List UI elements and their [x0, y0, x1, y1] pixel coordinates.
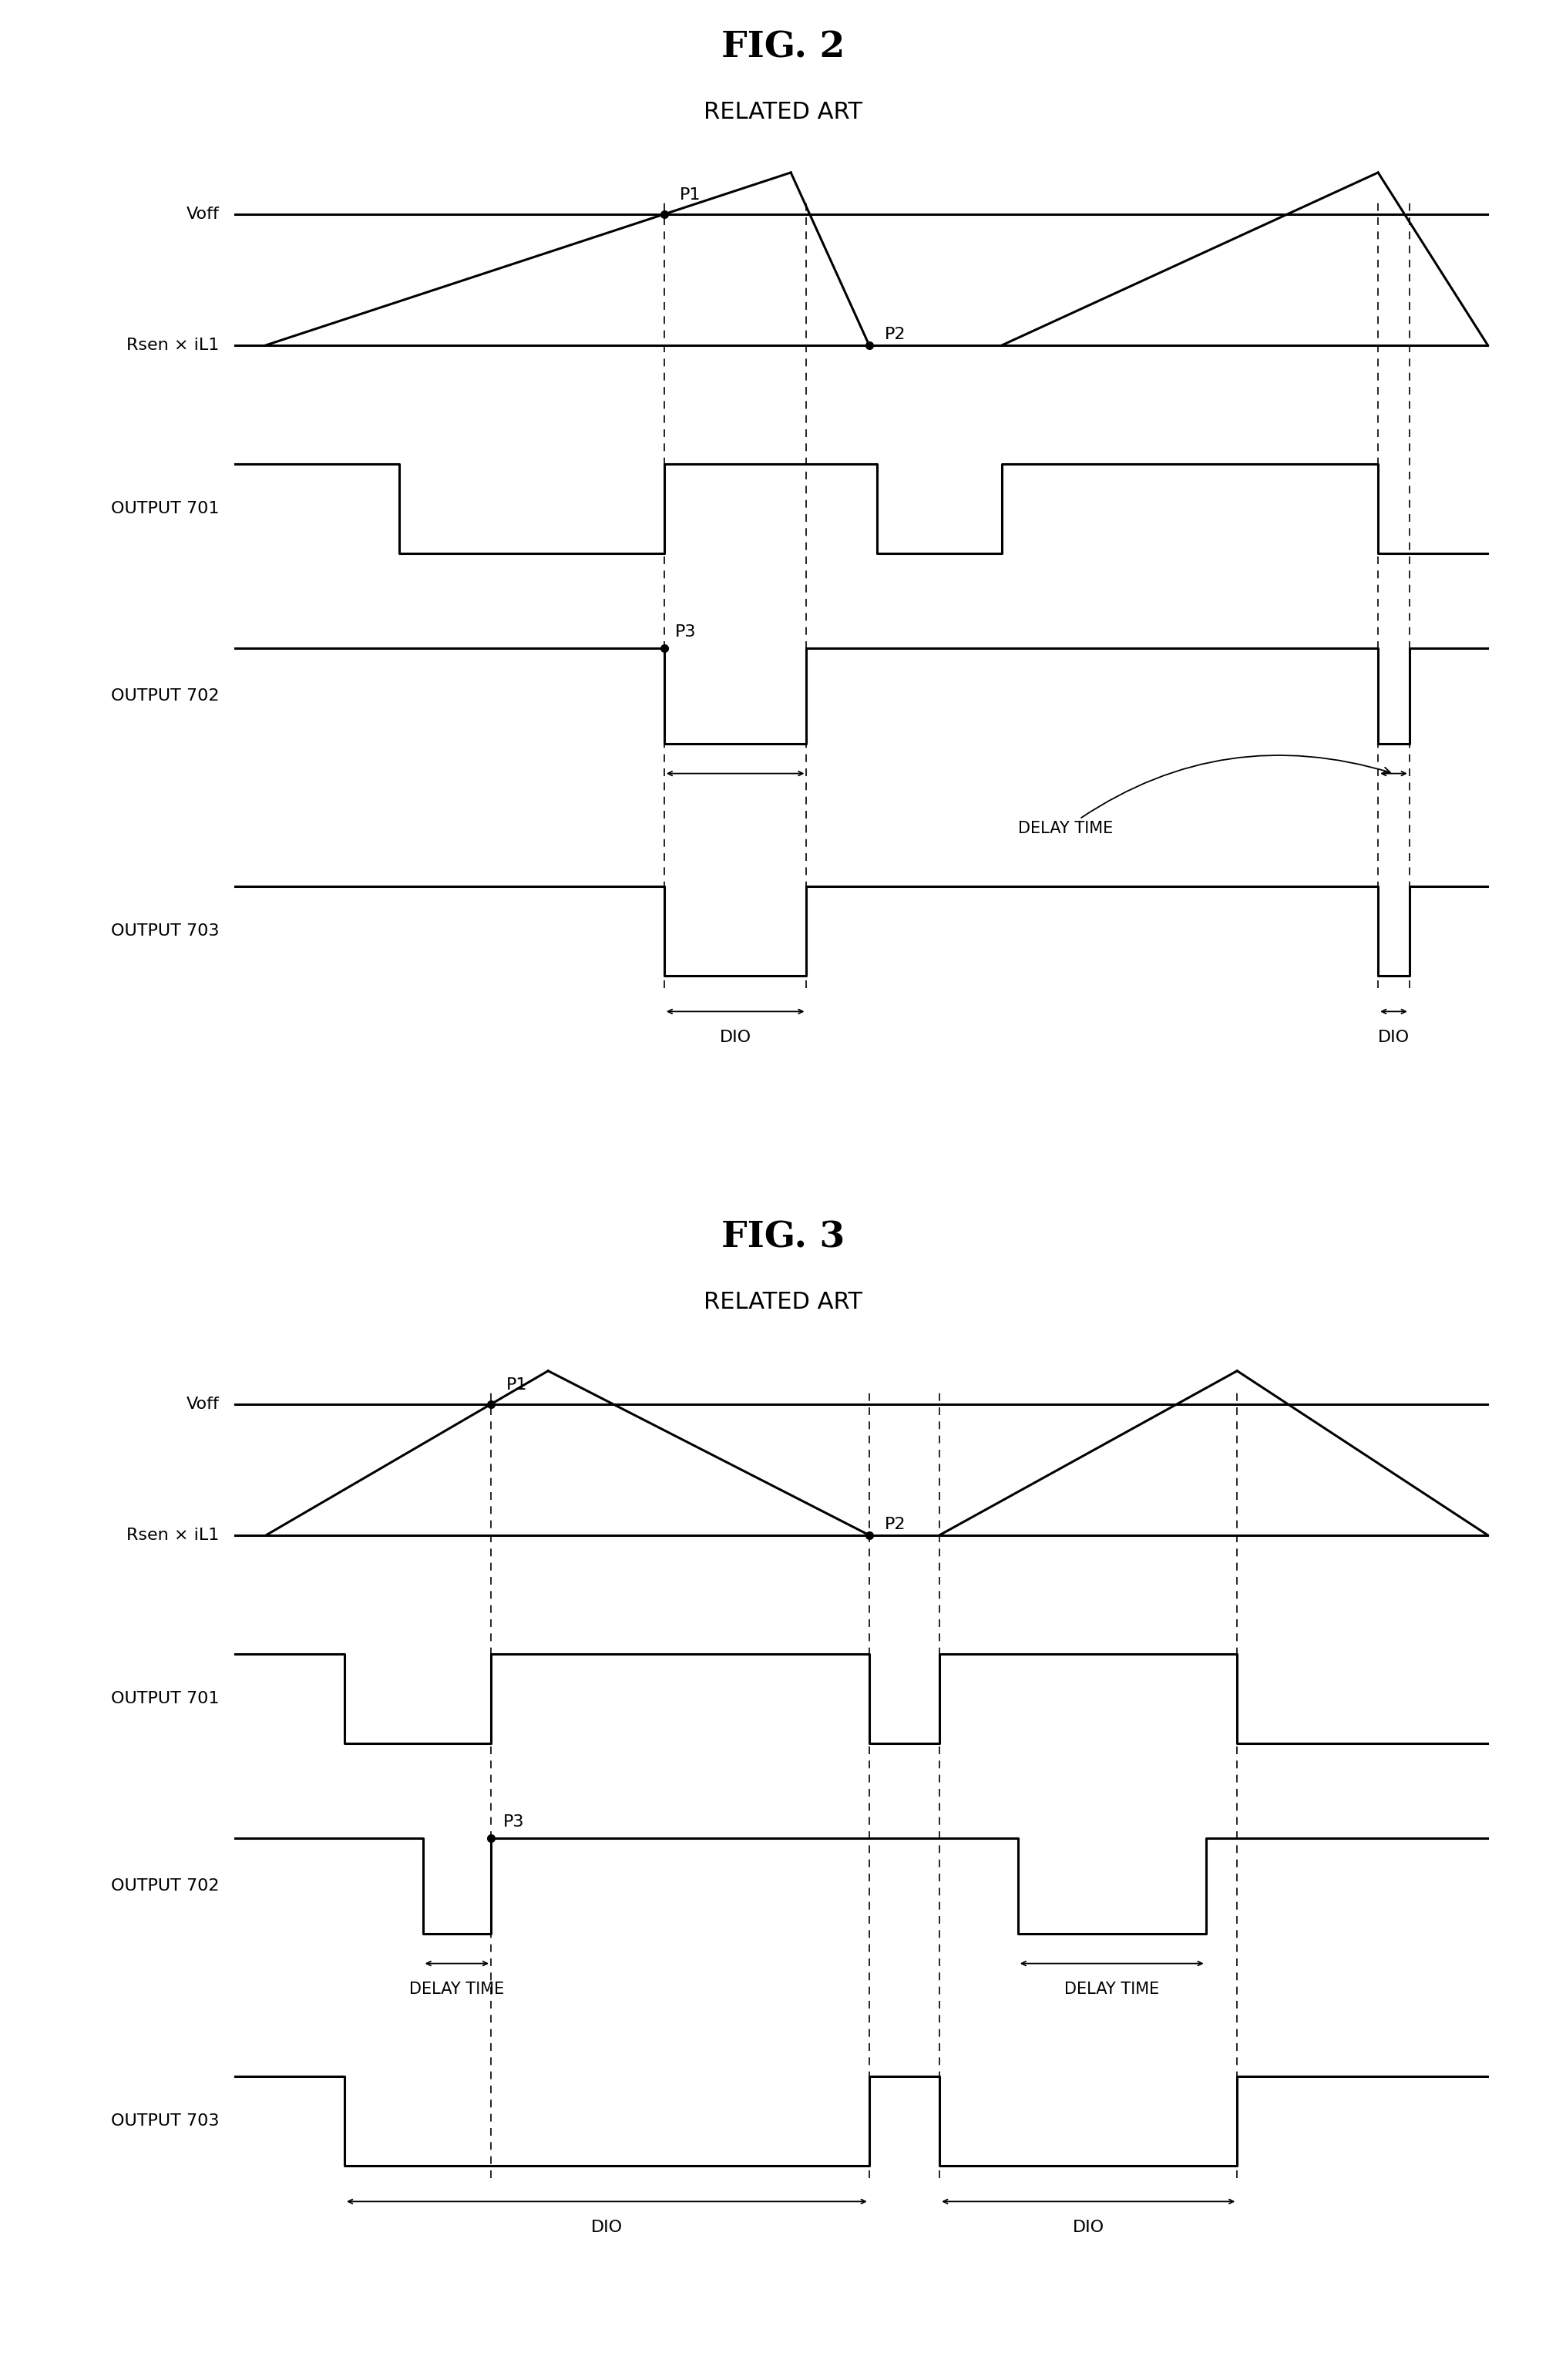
Text: OUTPUT 702: OUTPUT 702 — [111, 1878, 219, 1894]
Text: OUTPUT 701: OUTPUT 701 — [111, 1692, 219, 1706]
Text: P3: P3 — [675, 624, 697, 640]
Text: P3: P3 — [503, 1814, 525, 1830]
Text: Rsen × iL1: Rsen × iL1 — [127, 1528, 219, 1542]
Text: P2: P2 — [885, 1516, 907, 1533]
Text: DELAY TIME: DELAY TIME — [1018, 754, 1391, 835]
Text: OUTPUT 702: OUTPUT 702 — [111, 688, 219, 704]
Text: OUTPUT 701: OUTPUT 701 — [111, 502, 219, 516]
Text: Voff: Voff — [186, 207, 219, 221]
Text: DELAY TIME: DELAY TIME — [409, 1980, 504, 1997]
Text: RELATED ART: RELATED ART — [703, 100, 863, 124]
Text: RELATED ART: RELATED ART — [703, 1290, 863, 1314]
Text: DIO: DIO — [590, 2218, 623, 2235]
Text: Rsen × iL1: Rsen × iL1 — [127, 338, 219, 352]
Text: DIO: DIO — [1073, 2218, 1104, 2235]
Text: P1: P1 — [506, 1378, 528, 1392]
Text: FIG. 2: FIG. 2 — [722, 29, 844, 64]
Text: DELAY TIME: DELAY TIME — [1065, 1980, 1159, 1997]
Text: Voff: Voff — [186, 1397, 219, 1411]
Text: DIO: DIO — [719, 1028, 752, 1045]
Text: P2: P2 — [885, 326, 907, 343]
Text: DIO: DIO — [1378, 1028, 1409, 1045]
Text: OUTPUT 703: OUTPUT 703 — [111, 923, 219, 938]
Text: OUTPUT 703: OUTPUT 703 — [111, 2113, 219, 2128]
Text: FIG. 3: FIG. 3 — [722, 1219, 844, 1254]
Text: P1: P1 — [680, 188, 702, 202]
